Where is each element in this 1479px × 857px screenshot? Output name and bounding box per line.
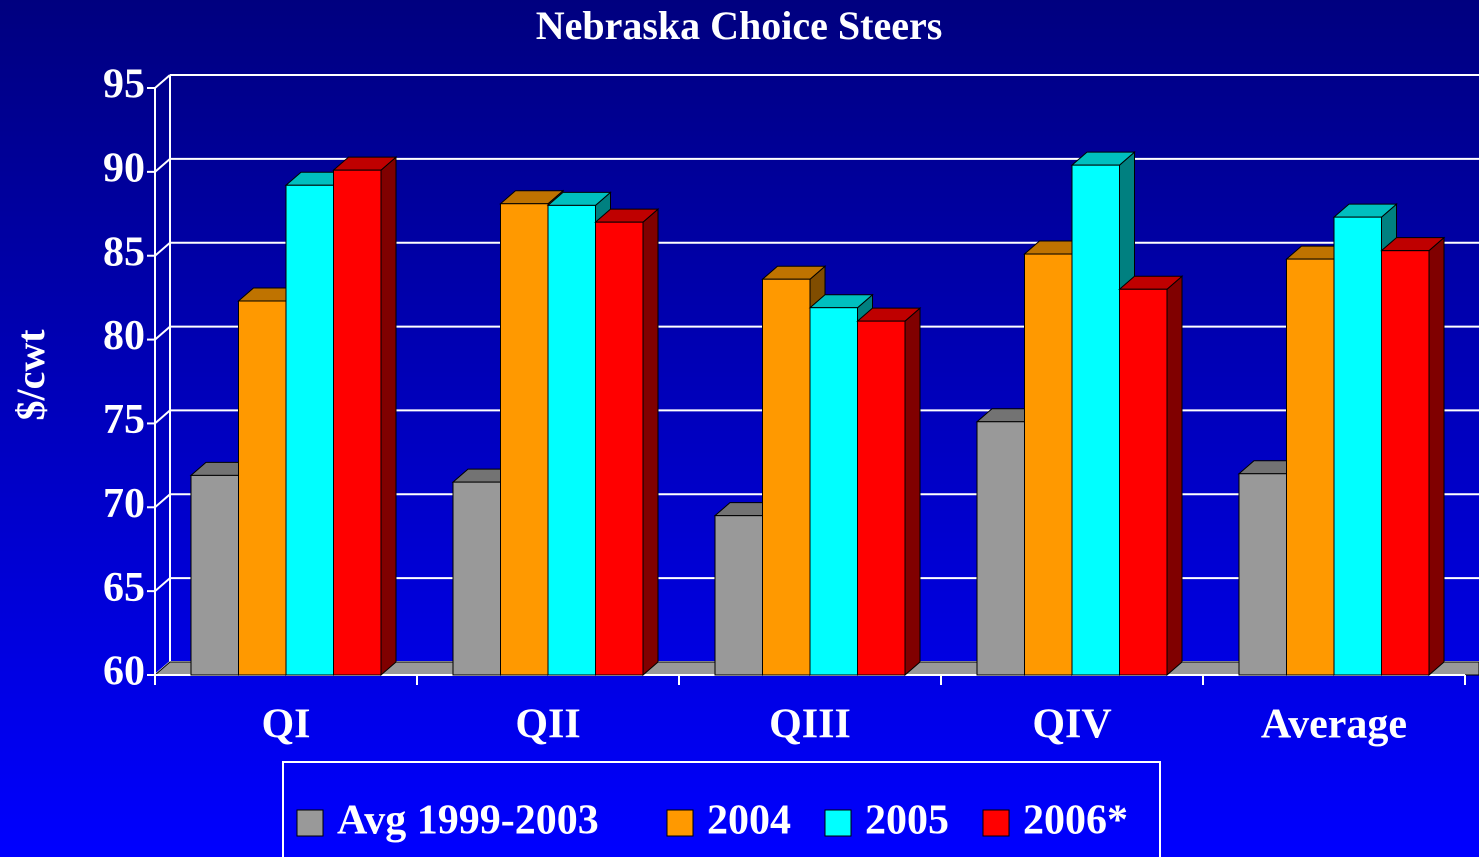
y-tick-depth [154, 241, 171, 257]
y-tick-label: 65 [103, 565, 145, 611]
y-tick-label: 80 [103, 313, 145, 359]
legend-label: 2005 [865, 798, 949, 844]
bar [238, 300, 287, 676]
bar [857, 320, 906, 676]
y-tick-depth [154, 158, 171, 173]
bar [1071, 164, 1120, 676]
bar-side [642, 208, 659, 677]
y-axis-label: $/cwt [8, 329, 53, 421]
bar [333, 169, 382, 676]
x-tick-label: Average [1261, 702, 1407, 748]
legend-label: 2004 [707, 798, 791, 844]
y-tick-depth [154, 325, 171, 341]
bar [595, 221, 644, 676]
x-tick-label: QIV [1032, 702, 1111, 748]
bar [190, 474, 239, 676]
bar [714, 515, 763, 676]
legend-swatch [666, 809, 694, 837]
x-tick-label: QI [261, 702, 310, 748]
chart-title: Nebraska Choice Steers [536, 3, 943, 48]
bar [285, 184, 334, 676]
y-tick-label: 60 [103, 649, 145, 695]
y-tick-label: 75 [103, 397, 145, 443]
bar-side [380, 156, 397, 677]
y-tick-label: 95 [103, 62, 145, 108]
y-tick-depth [154, 409, 171, 425]
bar [809, 307, 858, 676]
bar [976, 421, 1025, 676]
y-tick-label: 70 [103, 481, 145, 527]
bar [1119, 288, 1168, 676]
legend-swatch [824, 809, 852, 837]
bar-side [904, 307, 921, 677]
bar [1381, 250, 1430, 676]
bar [452, 481, 501, 676]
x-tick-label: QII [515, 702, 580, 748]
y-tick-label: 90 [103, 145, 145, 191]
bar [500, 203, 549, 676]
bar [547, 204, 596, 676]
y-tick-depth [154, 74, 171, 89]
legend-swatch [296, 809, 324, 837]
bar-side [1428, 236, 1445, 677]
legend-box [282, 761, 1161, 857]
bar [1024, 253, 1073, 676]
legend-swatch [982, 809, 1010, 837]
bar [1238, 473, 1287, 676]
bar [762, 278, 811, 676]
bar [1333, 216, 1382, 676]
x-tick-label: QIII [769, 702, 851, 748]
y-tick-label: 85 [103, 229, 145, 275]
legend-label: 2006* [1023, 798, 1128, 844]
y-tick-depth [154, 493, 171, 509]
y-tick-depth [154, 577, 171, 592]
bar [1286, 258, 1335, 676]
bar-side [1166, 275, 1183, 677]
legend-label: Avg 1999-2003 [337, 798, 599, 844]
